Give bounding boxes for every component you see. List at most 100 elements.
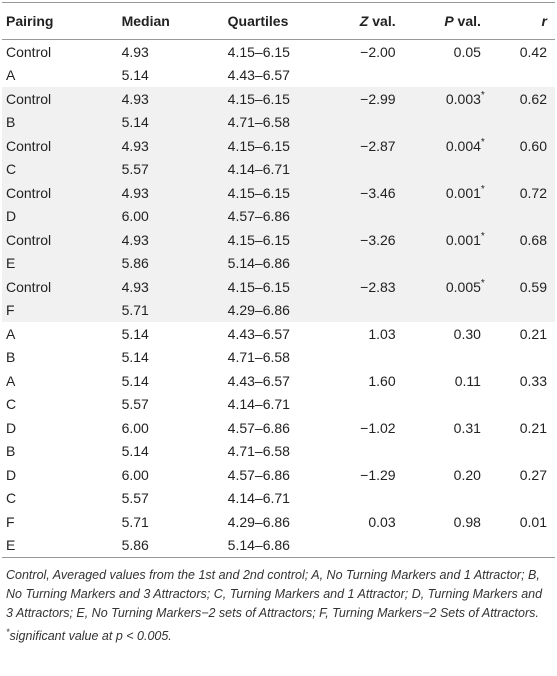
r-cell: 0.42 <box>485 40 555 88</box>
z-cell: 1.60 <box>333 369 400 416</box>
r-cell: 0.60 <box>484 134 555 181</box>
table-row: A C 5.14 5.57 4.43–6.57 4.14–6.71 1.60 0.11 0.… <box>2 369 555 416</box>
quartiles-value: 4.15–6.15 <box>227 231 290 248</box>
table-row: Control B 4.93 5.14 4.15–6.15 4.71–6.58 −2.99 … <box>2 87 555 134</box>
spacer <box>337 252 396 275</box>
median-cell: 4.93 5.71 <box>95 275 204 322</box>
quartiles-value: 4.29–6.86 <box>227 513 290 530</box>
quartiles-value: 4.71–6.58 <box>227 113 290 130</box>
pair-value: Control <box>6 90 52 107</box>
spacer <box>404 393 481 416</box>
p-line: 0.005 * <box>404 276 485 299</box>
p-line: 0.05 <box>404 41 481 64</box>
pair-value: F <box>6 301 15 318</box>
spacer <box>337 346 396 369</box>
header-text: val. <box>453 13 481 29</box>
spacer <box>489 111 547 134</box>
r-value: 0.21 <box>519 419 547 436</box>
p-mark: * <box>480 89 485 101</box>
pair-cell: Control C <box>2 134 96 181</box>
pair-value: D <box>6 419 17 436</box>
quartiles-value: 4.43–6.57 <box>227 325 290 342</box>
pair-value: D <box>6 466 17 483</box>
pair-value: Control <box>6 278 52 295</box>
r-cell: 0.01 <box>485 510 555 558</box>
p-value: 0.98 <box>453 513 481 530</box>
p-cell: 0.20 <box>400 463 485 510</box>
quartiles-value: 4.43–6.57 <box>227 372 290 389</box>
z-cell: −2.99 <box>333 87 400 134</box>
p-cell: 0.11 <box>400 369 485 416</box>
quartiles-cell: 4.57–6.86 4.14–6.71 <box>204 463 333 510</box>
z-cell: −2.87 <box>333 134 400 181</box>
pair-cell: Control F <box>2 275 96 322</box>
median-value: 4.93 <box>121 184 149 201</box>
header-cell: Pairing <box>2 2 96 40</box>
r-cell: 0.62 <box>484 87 555 134</box>
r-value: 0.21 <box>519 325 547 342</box>
median-value: 5.86 <box>121 536 149 553</box>
p-line: 0.11 <box>404 370 481 393</box>
pair-value: Control <box>6 231 52 248</box>
p-value: 0.001 <box>445 231 481 248</box>
r-value: 0.60 <box>519 137 547 154</box>
z-cell: −2.00 <box>333 40 400 88</box>
spacer <box>489 252 547 275</box>
z-value: 1.60 <box>368 372 396 389</box>
median-value: 4.93 <box>121 231 149 248</box>
spacer <box>337 64 396 87</box>
p-mark: * <box>480 183 485 195</box>
spacer <box>404 252 481 275</box>
spacer <box>489 205 547 228</box>
median-cell: 4.93 5.14 <box>96 40 204 88</box>
pair-value: B <box>6 442 16 459</box>
p-value: 0.30 <box>453 325 481 342</box>
z-cell: 0.03 <box>333 510 400 558</box>
pair-value: E <box>6 254 16 271</box>
r-value: 0.01 <box>519 513 547 530</box>
pair-value: A <box>6 66 16 83</box>
p-cell: 0.004 * <box>399 134 485 181</box>
header-italic: P <box>444 13 454 29</box>
spacer <box>337 393 396 416</box>
r-value: 0.62 <box>519 90 547 107</box>
header-text: val. <box>368 13 396 29</box>
spacer <box>404 205 481 228</box>
quartiles-value: 4.71–6.58 <box>227 442 290 459</box>
quartiles-cell: 4.15–6.15 4.29–6.86 <box>203 275 334 322</box>
pair-cell: Control B <box>2 87 96 134</box>
median-value: 5.14 <box>121 348 149 365</box>
quartiles-value: 4.14–6.71 <box>227 395 290 412</box>
footnote: Control, Averaged values from the 1st an… <box>0 558 557 646</box>
quartiles-value: 4.14–6.71 <box>227 489 290 506</box>
z-cell: −3.46 <box>333 181 400 228</box>
r-cell: 0.21 <box>485 416 555 463</box>
quartiles-cell: 4.15–6.15 5.14–6.86 <box>203 228 334 275</box>
p-line: 0.004 * <box>404 135 485 158</box>
table-body: Control A 4.93 5.14 4.15–6.15 4.43–6.57 −2.00 … <box>2 40 555 558</box>
spacer <box>489 487 547 510</box>
median-value: 5.71 <box>121 513 149 530</box>
quartiles-value: 4.71–6.58 <box>227 348 290 365</box>
table-row: A B 5.14 5.14 4.43–6.57 4.71–6.58 1.03 0.30 0.… <box>2 322 555 369</box>
table-row: Control F 4.93 5.71 4.15–6.15 4.29–6.86 −2.83 … <box>2 275 555 322</box>
pair-value: A <box>6 325 16 342</box>
spacer <box>337 111 396 134</box>
median-value: 5.14 <box>121 442 149 459</box>
quartiles-cell: 4.43–6.57 4.14–6.71 <box>204 369 333 416</box>
spacer <box>404 534 481 557</box>
r-value: 0.59 <box>519 278 547 295</box>
table-row: Control C 4.93 5.57 4.15–6.15 4.14–6.71 −2.87 … <box>2 134 555 181</box>
p-line: 0.30 <box>404 323 481 346</box>
table-row: Control E 4.93 5.86 4.15–6.15 5.14–6.86 −3.26 … <box>2 228 555 275</box>
header-text: Median <box>121 13 170 29</box>
pair-cell: Control A <box>2 40 96 88</box>
quartiles-value: 4.43–6.57 <box>227 66 290 83</box>
quartiles-cell: 4.15–6.15 4.57–6.86 <box>203 181 334 228</box>
median-value: 6.00 <box>121 419 149 436</box>
median-cell: 6.00 5.57 <box>96 463 204 510</box>
z-cell: 1.03 <box>333 322 400 369</box>
p-cell: 0.001 * <box>399 181 485 228</box>
